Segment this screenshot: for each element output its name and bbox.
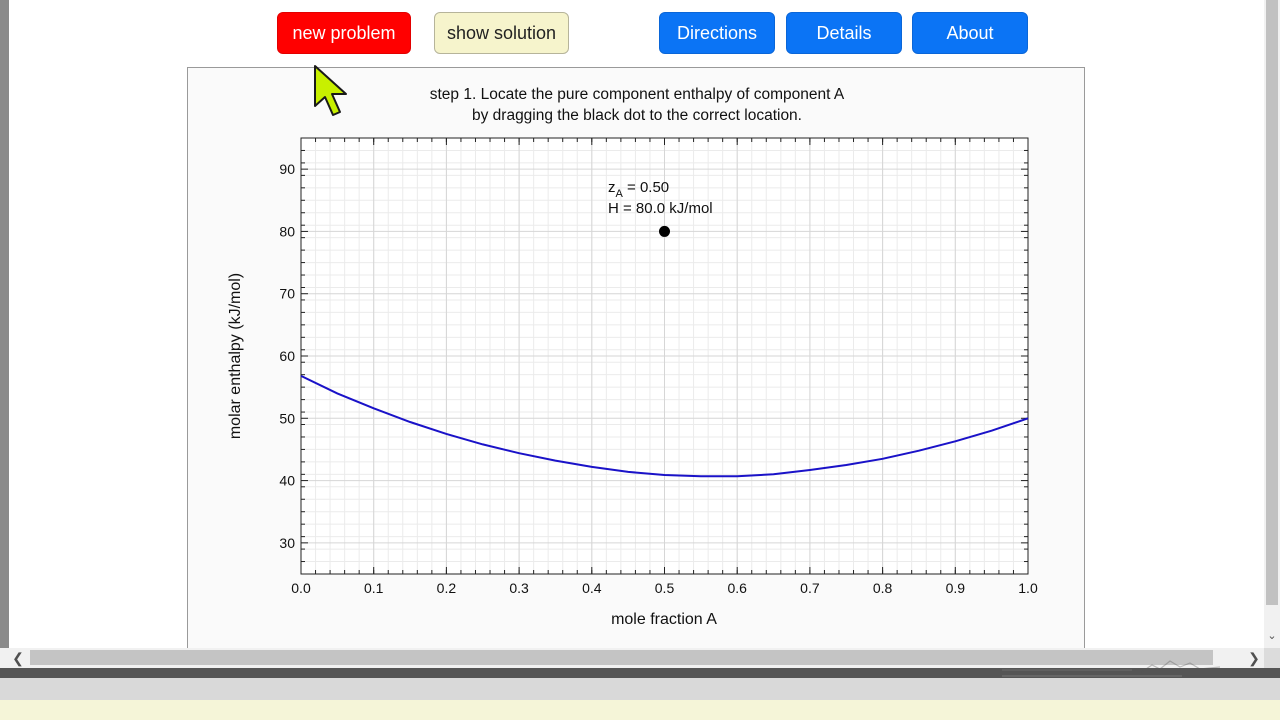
y-tick-label: 70: [279, 286, 295, 302]
simulation-panel: step 1. Locate the pure component enthal…: [187, 67, 1085, 667]
step-instructions: step 1. Locate the pure component enthal…: [188, 84, 1086, 126]
x-tick-label: 0.4: [582, 580, 602, 596]
chevron-left-icon[interactable]: ❮: [12, 650, 24, 666]
x-tick-labels: 0.0 0.1 0.2 0.3 0.4 0.5 0.6 0.7 0.8 0.9 1.0: [291, 580, 1038, 596]
z-symbol: z: [608, 179, 616, 196]
enthalpy-readout: H = 80.0 kJ/mol: [608, 200, 713, 217]
major-grid: [300, 138, 1029, 574]
taskbar-dark-band: [0, 668, 1280, 678]
mouse-pointer-icon: [314, 65, 347, 116]
y-axis-label: molar enthalpy (kJ/mol): [227, 273, 244, 439]
y-tick-labels: 30 40 50 60 70 80 90: [279, 161, 295, 551]
university-logo-icon: [1002, 660, 1221, 677]
step-instruction-line-2: by dragging the black dot to the correct…: [471, 107, 802, 124]
x-tick-label: 0.0: [291, 580, 311, 596]
x-tick-label: 0.7: [800, 580, 820, 596]
x-tick-label: 1.0: [1018, 580, 1038, 596]
chevron-down-icon[interactable]: ⌄: [1267, 630, 1277, 642]
x-tick-label: 0.2: [437, 580, 457, 596]
about-button[interactable]: About: [912, 12, 1028, 54]
y-tick-label: 50: [279, 410, 295, 426]
enthalpy-chart: 0.0 0.1 0.2 0.3 0.4 0.5 0.6 0.7 0.8 0.9 1.0 30 40 50…: [227, 137, 1038, 628]
horizontal-scroll-thumb[interactable]: [30, 650, 1213, 665]
plot-frame: [300, 137, 1029, 575]
enthalpy-curve: [300, 374, 1029, 478]
chevron-right-icon[interactable]: ❯: [1248, 650, 1260, 666]
vertical-scroll-thumb[interactable]: [1266, 0, 1278, 605]
x-tick-label: 0.9: [946, 580, 966, 596]
horizontal-scrollbar[interactable]: ❮ ❯: [0, 648, 1264, 668]
axis-ticks: [300, 137, 1029, 575]
z-subscript: A: [616, 188, 624, 200]
window-left-edge: [0, 0, 9, 670]
x-tick-label: 0.3: [509, 580, 529, 596]
z-value: = 0.50: [623, 179, 669, 196]
y-tick-label: 30: [279, 535, 295, 551]
y-tick-label: 80: [279, 223, 295, 239]
composition-readout: zA = 0.50: [608, 179, 669, 200]
x-tick-label: 0.8: [873, 580, 893, 596]
y-tick-label: 90: [279, 161, 295, 177]
draggable-dot[interactable]: [659, 225, 670, 237]
y-tick-label: 60: [279, 348, 295, 364]
x-tick-label: 0.6: [727, 580, 747, 596]
vertical-scrollbar[interactable]: ⌄: [1264, 0, 1280, 648]
x-tick-label: 0.5: [655, 580, 675, 596]
scrollbar-corner: [1264, 648, 1280, 668]
show-solution-button[interactable]: show solution: [434, 12, 569, 54]
directions-button[interactable]: Directions: [659, 12, 775, 54]
details-button[interactable]: Details: [786, 12, 902, 54]
bottom-strip: [0, 700, 1280, 720]
x-tick-label: 0.1: [364, 580, 384, 596]
step-instruction-line-1: step 1. Locate the pure component enthal…: [429, 86, 845, 103]
x-axis-label: mole fraction A: [611, 611, 717, 628]
y-tick-label: 40: [279, 473, 295, 489]
new-problem-button[interactable]: new problem: [277, 12, 411, 54]
taskbar-gray-band: [0, 678, 1280, 700]
